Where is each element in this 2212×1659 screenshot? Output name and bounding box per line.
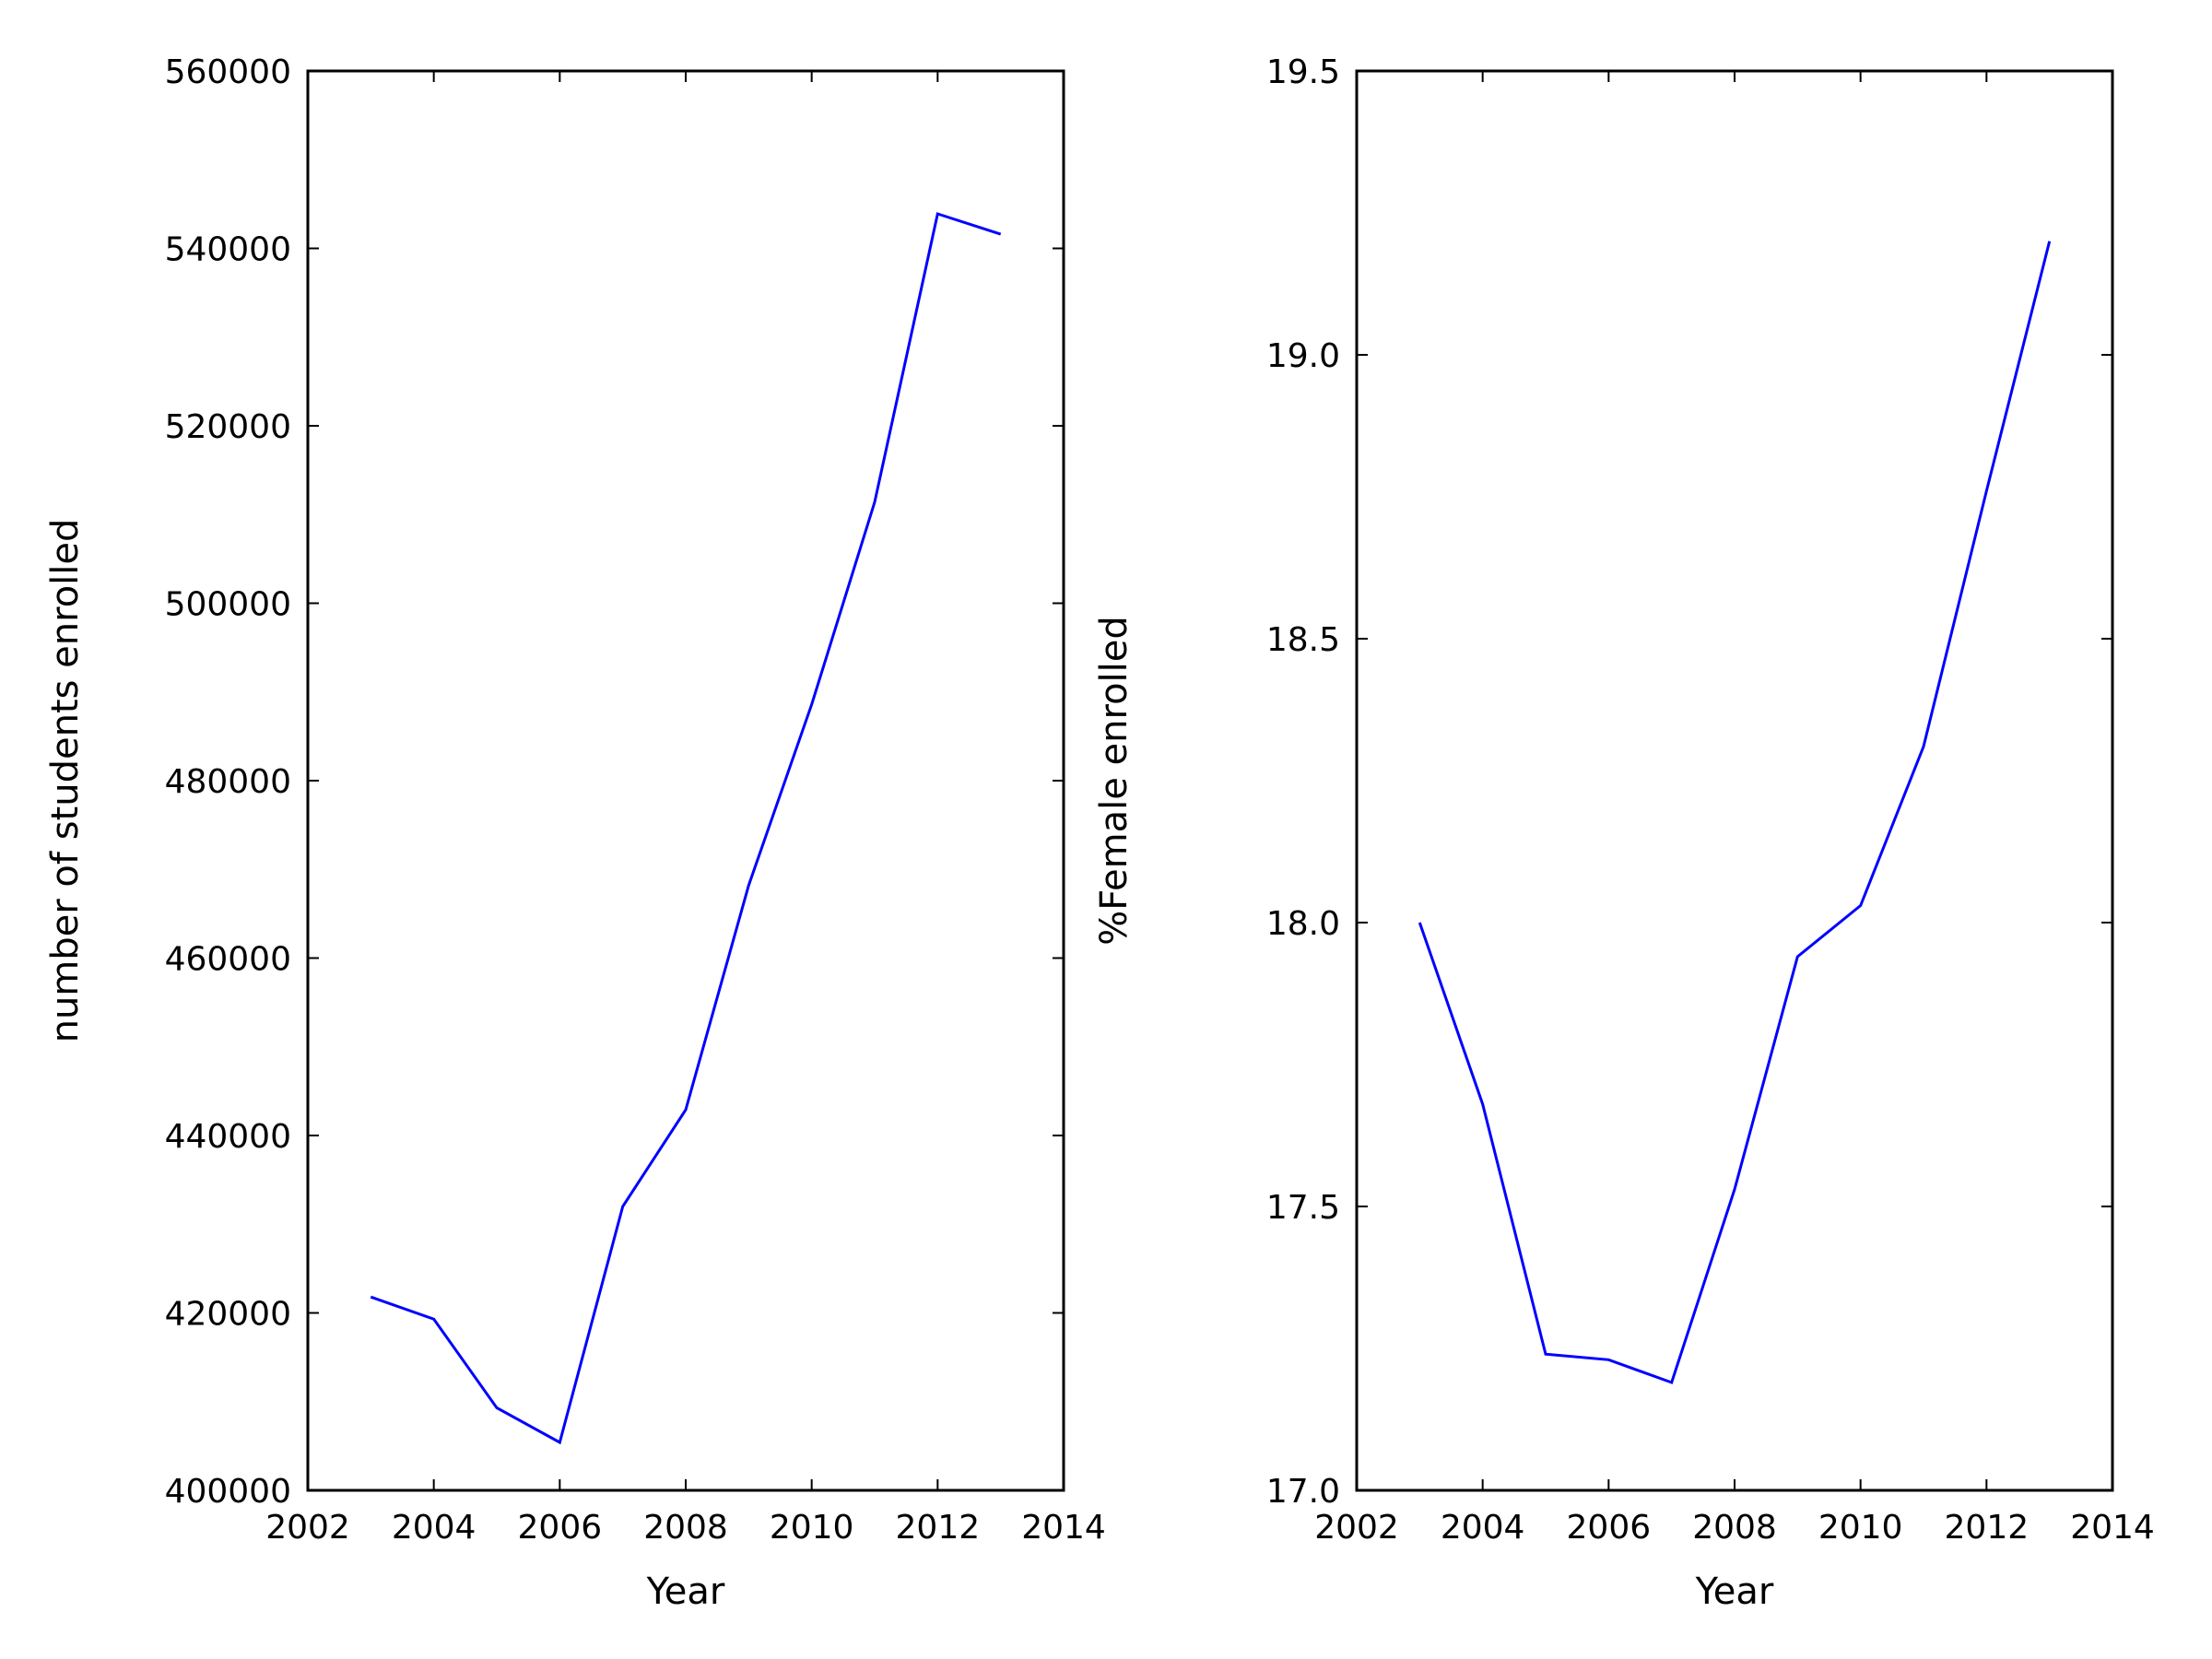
- enrollment-x-tick-label: 2012: [896, 1509, 981, 1547]
- female-percent-x-tick-label: 2010: [1818, 1509, 1903, 1547]
- enrollment-y-tick-label: 440000: [165, 1118, 291, 1156]
- female-percent-y-tick-label: 18.0: [1266, 905, 1340, 943]
- female-percent-y-tick-label: 18.5: [1266, 621, 1340, 659]
- enrollment-x-tick-label: 2010: [770, 1509, 854, 1547]
- female-percent-x-tick-label: 2012: [1945, 1509, 2030, 1547]
- enrollment-x-tick-label: 2014: [1021, 1509, 1106, 1547]
- enrollment-x-tick-label: 2002: [265, 1509, 350, 1547]
- enrollment-y-tick-label: 540000: [165, 231, 291, 269]
- female-percent-series-line: [1418, 241, 2052, 1384]
- female-percent-y-tick-label: 17.0: [1266, 1473, 1340, 1511]
- enrollment-y-tick-label: 500000: [165, 586, 291, 624]
- female-percent-x-tick-label: 2004: [1441, 1509, 1525, 1547]
- enrollment-x-tick-label: 2008: [643, 1509, 728, 1547]
- female-percent-x-axis-label: Year: [1695, 1571, 1774, 1613]
- female-percent-x-tick-label: 2006: [1567, 1509, 1652, 1547]
- enrollment-series-line: [370, 212, 1002, 1445]
- enrollment-y-tick-label: 560000: [165, 53, 291, 91]
- female-percent-x-tick-label: 2002: [1314, 1509, 1399, 1547]
- enrollment-y-tick-label: 520000: [165, 408, 291, 446]
- female-percent-chart: 2002 2004 2006 2008 2010 2012 2014 17.0 17.5 18.0…: [1093, 53, 2155, 1613]
- enrollment-x-axis-label: Year: [646, 1571, 725, 1613]
- female-percent-y-axis-label: %Female enrolled: [1093, 616, 1135, 946]
- female-percent-x-tick-label: 2014: [2070, 1509, 2155, 1547]
- enrollment-y-tick-label: 420000: [165, 1296, 291, 1334]
- enrollment-x-tick-label: 2006: [518, 1509, 603, 1547]
- enrollment-y-axis-label: number of students enrolled: [44, 519, 87, 1043]
- female-percent-plot-frame: [1355, 69, 2114, 1492]
- female-percent-y-tick-label: 17.5: [1266, 1189, 1340, 1227]
- enrollment-chart: 2002 2004 2006 2008 2010 2012 2014 400000 420000…: [44, 53, 1106, 1613]
- enrollment-plot-frame: [306, 69, 1065, 1492]
- female-percent-y-tick-label: 19.0: [1266, 337, 1340, 375]
- female-percent-y-tick-label: 19.5: [1266, 53, 1340, 91]
- enrollment-y-tick-label: 400000: [165, 1473, 291, 1511]
- enrollment-y-tick-label: 460000: [165, 941, 291, 979]
- enrollment-x-tick-label: 2004: [392, 1509, 477, 1547]
- enrollment-y-tick-label: 480000: [165, 763, 291, 801]
- female-percent-x-tick-label: 2008: [1692, 1509, 1777, 1547]
